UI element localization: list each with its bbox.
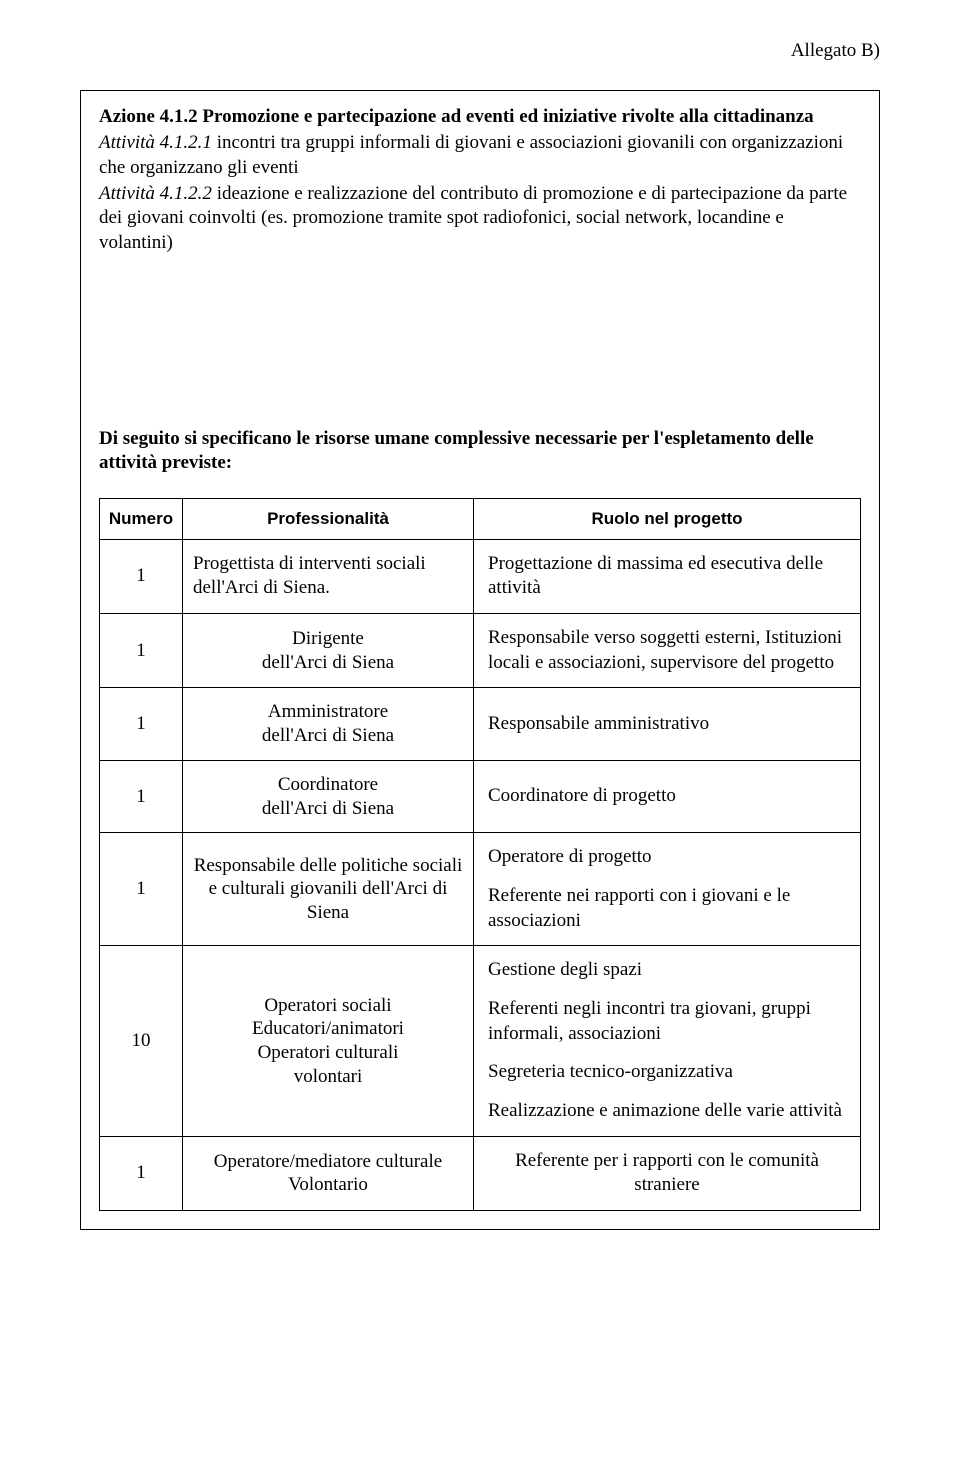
resources-table: Numero Professionalità Ruolo nel progett… (99, 498, 861, 1212)
table-row: 1 Operatore/mediatore culturale Volontar… (100, 1136, 861, 1210)
cell-prof: Dirigente dell'Arci di Siena (183, 613, 474, 687)
cell-prof: Progettista di interventi sociali dell'A… (183, 539, 474, 613)
cell-role: Responsabile verso soggetti esterni, Ist… (474, 613, 861, 687)
role-para: Referente per i rapporti con le comunità… (488, 1149, 846, 1198)
cell-num: 1 (100, 1136, 183, 1210)
cell-role: Operatore di progetto Referente nei rapp… (474, 833, 861, 946)
cell-role: Responsabile amministrativo (474, 688, 861, 761)
cell-role: Gestione degli spazi Referenti negli inc… (474, 946, 861, 1136)
cell-role: Progettazione di massima ed esecutiva de… (474, 539, 861, 613)
role-para: Referente nei rapporti con i giovani e l… (488, 884, 846, 933)
cell-role: Coordinatore di progetto (474, 760, 861, 833)
content-box: Azione 4.1.2 Promozione e partecipazione… (80, 90, 880, 1230)
col-header-ruolo: Ruolo nel progetto (474, 498, 861, 539)
attivita-2-text: ideazione e realizzazione del contributo… (99, 183, 847, 253)
table-row: 1 Coordinatore dell'Arci di Siena Coordi… (100, 760, 861, 833)
cell-prof: Operatori sociali Educatori/animatori Op… (183, 946, 474, 1136)
role-para: Segreteria tecnico-organizzativa (488, 1060, 846, 1085)
lead-text: Di seguito si specificano le risorse uma… (99, 427, 861, 476)
cell-num: 1 (100, 688, 183, 761)
prof-line: Operatori culturali (258, 1042, 399, 1063)
prof-line: dell'Arci di Siena (262, 798, 394, 819)
col-header-numero: Numero (100, 498, 183, 539)
role-para: Operatore di progetto (488, 845, 846, 870)
table-row: 1 Amministratore dell'Arci di Siena Resp… (100, 688, 861, 761)
prof-line: Operatore/mediatore culturale (214, 1151, 442, 1172)
prof-line: Amministratore (268, 701, 388, 722)
prof-line: dell'Arci di Siena (262, 725, 394, 746)
prof-line: Volontario (288, 1174, 368, 1195)
cell-role: Referente per i rapporti con le comunità… (474, 1136, 861, 1210)
table-row: 1 Dirigente dell'Arci di Siena Responsab… (100, 613, 861, 687)
cell-prof: Coordinatore dell'Arci di Siena (183, 760, 474, 833)
attivita-1-line: Attività 4.1.2.1 incontri tra gruppi inf… (99, 131, 861, 180)
prof-line: Operatori sociali (264, 995, 391, 1016)
role-para: Referenti negli incontri tra giovani, gr… (488, 997, 846, 1046)
cell-num: 1 (100, 613, 183, 687)
table-header-row: Numero Professionalità Ruolo nel progett… (100, 498, 861, 539)
prof-line: dell'Arci di Siena (262, 652, 394, 673)
prof-line: Dirigente (292, 628, 364, 649)
col-header-professionalita: Professionalità (183, 498, 474, 539)
role-para: Realizzazione e animazione delle varie a… (488, 1099, 846, 1124)
prof-line: Educatori/animatori (252, 1018, 404, 1039)
cell-prof: Operatore/mediatore culturale Volontario (183, 1136, 474, 1210)
table-row: 1 Responsabile delle politiche sociali e… (100, 833, 861, 946)
azione-label: Azione 4.1.2 Promozione e partecipazione… (99, 106, 814, 127)
prof-line: Coordinatore (278, 774, 378, 795)
cell-num: 1 (100, 833, 183, 946)
table-row: 1 Progettista di interventi sociali dell… (100, 539, 861, 613)
prof-line: volontari (294, 1066, 363, 1087)
header-annex-label: Allegato B) (80, 40, 880, 62)
cell-num: 10 (100, 946, 183, 1136)
role-para: Gestione degli spazi (488, 958, 846, 983)
attivita-2-label: Attività 4.1.2.2 (99, 183, 212, 204)
cell-num: 1 (100, 539, 183, 613)
attivita-1-label: Attività 4.1.2.1 (99, 132, 212, 153)
cell-prof: Amministratore dell'Arci di Siena (183, 688, 474, 761)
attivita-2-line: Attività 4.1.2.2 ideazione e realizzazio… (99, 182, 861, 255)
azione-line: Azione 4.1.2 Promozione e partecipazione… (99, 105, 861, 129)
table-row: 10 Operatori sociali Educatori/animatori… (100, 946, 861, 1136)
cell-num: 1 (100, 760, 183, 833)
page: Allegato B) Azione 4.1.2 Promozione e pa… (0, 0, 960, 1459)
spacer (99, 257, 861, 427)
cell-prof: Responsabile delle politiche sociali e c… (183, 833, 474, 946)
